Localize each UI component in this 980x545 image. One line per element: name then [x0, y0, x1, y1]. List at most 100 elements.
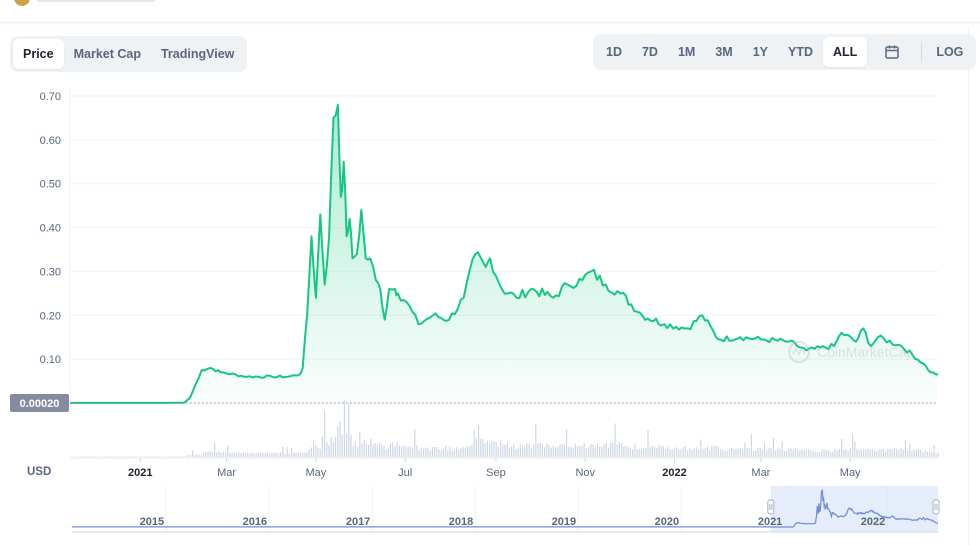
- volume-bar: [546, 443, 548, 457]
- volume-bar: [911, 450, 913, 457]
- volume-bar: [145, 456, 147, 457]
- volume-bar: [326, 441, 328, 457]
- volume-bar: [808, 449, 810, 457]
- volume-bar: [427, 447, 429, 457]
- log-scale-button[interactable]: LOG: [936, 45, 964, 59]
- range-1m-button[interactable]: 1M: [677, 45, 696, 59]
- range-all-button[interactable]: ALL: [823, 37, 868, 67]
- range-7d-button[interactable]: 7D: [641, 45, 658, 59]
- volume-bar: [869, 449, 871, 457]
- volume-bar: [935, 453, 937, 457]
- volume-bar: [887, 449, 889, 457]
- volume-bar: [321, 435, 323, 457]
- volume-bar: [871, 449, 873, 457]
- volume-bar: [359, 431, 361, 457]
- volume-bar: [541, 443, 543, 457]
- time-range-selector: 1D 7D 1M 3M 1Y YTD ALL LOG: [593, 34, 977, 70]
- range-1y-button[interactable]: 1Y: [752, 45, 769, 59]
- volume-bar: [77, 456, 79, 457]
- volume-bar: [838, 449, 840, 457]
- range-divider: [921, 43, 923, 61]
- volume-bar: [698, 450, 700, 457]
- volume-bar: [324, 410, 326, 457]
- tab-price[interactable]: Price: [13, 39, 64, 69]
- navigator-handle-left[interactable]: [767, 499, 775, 515]
- volume-bar: [863, 450, 865, 457]
- volume-bar: [563, 444, 565, 457]
- range-3m-button[interactable]: 3M: [715, 45, 733, 59]
- volume-bar: [88, 456, 90, 457]
- range-1d-button[interactable]: 1D: [606, 45, 622, 59]
- volume-bar: [418, 450, 420, 457]
- volume-bar: [770, 448, 772, 457]
- volume-bar: [236, 453, 238, 457]
- tab-tradingview[interactable]: TradingView: [160, 47, 235, 61]
- volume-bar: [315, 444, 317, 457]
- volume-bar: [339, 421, 341, 457]
- volume-bar: [150, 456, 152, 457]
- volume-bar: [412, 448, 414, 457]
- volume-bar: [464, 447, 466, 457]
- volume-bar: [174, 456, 176, 457]
- navigator-handle-right[interactable]: [932, 499, 940, 515]
- volume-bar: [766, 450, 768, 457]
- volume-bar: [352, 446, 354, 457]
- volume-bar: [768, 448, 770, 457]
- volume-bar: [288, 453, 290, 457]
- volume-bar: [722, 449, 724, 457]
- volume-bar: [667, 447, 669, 457]
- volume-bar: [920, 449, 922, 457]
- volume-bar: [775, 450, 777, 457]
- volume-bar: [786, 451, 788, 457]
- volume-bar: [891, 449, 893, 457]
- volume-bar: [275, 452, 277, 457]
- date-picker-button[interactable]: [867, 37, 917, 67]
- volume-bar: [319, 448, 321, 457]
- volume-bar: [475, 438, 477, 457]
- x-tick-label: May: [840, 467, 861, 479]
- volume-bar: [117, 456, 119, 457]
- coin-name-placeholder: [36, 0, 156, 2]
- volume-bar: [715, 446, 717, 457]
- volume-bar: [313, 440, 315, 457]
- volume-bar: [678, 449, 680, 457]
- volume-bar: [121, 456, 123, 457]
- volume-bar: [693, 448, 695, 457]
- volume-bar: [511, 446, 513, 457]
- tab-market-cap[interactable]: Market Cap: [73, 47, 141, 61]
- volume-bar: [383, 446, 385, 457]
- volume-bar: [134, 456, 136, 457]
- navigator-tick-label: 2015: [140, 516, 164, 528]
- volume-bar: [361, 443, 363, 457]
- navigator-selection[interactable]: [770, 486, 938, 532]
- volume-bar: [792, 449, 794, 457]
- volume-bar: [671, 449, 673, 457]
- volume-bar: [517, 447, 519, 457]
- volume-bar: [581, 445, 583, 457]
- volume-bar: [183, 456, 185, 457]
- volume-bar: [84, 456, 86, 457]
- volume-bar: [385, 449, 387, 457]
- volume-bar: [594, 447, 596, 457]
- volume-bar: [73, 456, 75, 457]
- volume-bar: [269, 453, 271, 457]
- volume-bar: [583, 443, 585, 457]
- volume-bar: [170, 456, 172, 457]
- y-tick-label: 0.20: [40, 310, 61, 322]
- volume-bar: [277, 453, 279, 457]
- baseline-badge: [10, 394, 69, 412]
- volume-bar: [533, 443, 535, 457]
- navigator-tick-label: 2018: [449, 516, 473, 528]
- volume-bar: [552, 445, 554, 457]
- volume-bar: [238, 451, 240, 457]
- volume-bar: [148, 456, 150, 457]
- x-tick-label: 2022: [662, 467, 686, 479]
- volume-bar: [396, 442, 398, 457]
- volume-bar: [414, 429, 416, 457]
- volume-bar: [904, 440, 906, 457]
- range-ytd-button[interactable]: YTD: [788, 45, 814, 59]
- price-area: [70, 104, 938, 404]
- volume-bar: [86, 456, 88, 457]
- volume-bar: [478, 425, 480, 457]
- volume-bar: [599, 446, 601, 457]
